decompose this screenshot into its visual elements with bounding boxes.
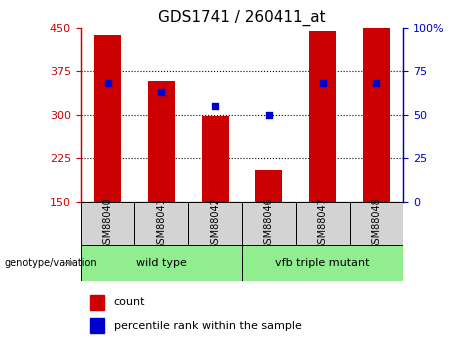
Text: GSM88046: GSM88046	[264, 197, 274, 250]
Bar	[242, 245, 403, 281]
Bar	[349, 202, 403, 245]
Bar	[90, 318, 104, 333]
Text: GSM88042: GSM88042	[210, 197, 220, 250]
Text: GSM88040: GSM88040	[102, 197, 112, 250]
Bar	[135, 202, 188, 245]
Bar	[81, 245, 242, 281]
Text: GSM88047: GSM88047	[318, 197, 328, 250]
Bar	[81, 202, 135, 245]
Text: genotype/variation: genotype/variation	[5, 258, 97, 268]
Bar	[309, 30, 336, 202]
Text: percentile rank within the sample: percentile rank within the sample	[113, 321, 301, 331]
Title: GDS1741 / 260411_at: GDS1741 / 260411_at	[158, 10, 326, 26]
Bar	[363, 28, 390, 202]
Point	[212, 103, 219, 109]
Point	[265, 112, 272, 117]
Text: wild type: wild type	[136, 258, 187, 268]
Bar	[201, 116, 229, 202]
Bar	[90, 295, 104, 310]
Text: vfb triple mutant: vfb triple mutant	[276, 258, 370, 268]
Text: GSM88041: GSM88041	[156, 197, 166, 250]
Bar	[242, 202, 296, 245]
Bar	[188, 202, 242, 245]
Bar	[148, 81, 175, 202]
Text: GSM88048: GSM88048	[372, 197, 382, 250]
Bar	[296, 202, 349, 245]
Point	[373, 81, 380, 86]
Point	[319, 81, 326, 86]
Point	[104, 81, 111, 86]
Bar	[94, 35, 121, 202]
Point	[158, 89, 165, 95]
Text: count: count	[113, 297, 145, 307]
Bar	[255, 170, 282, 202]
